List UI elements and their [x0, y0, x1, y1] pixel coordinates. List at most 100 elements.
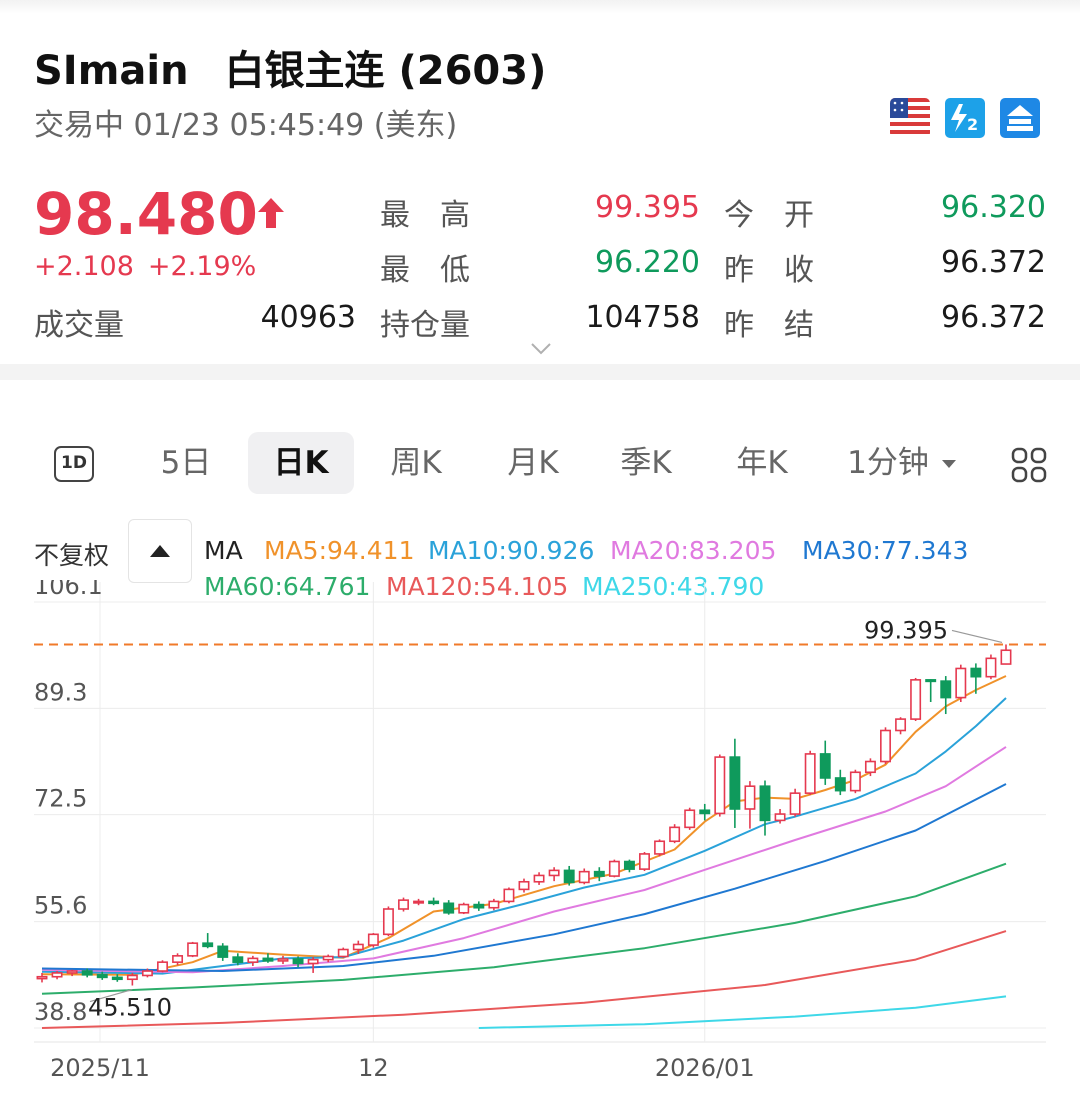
tab-yearly-k[interactable]: 年K — [736, 445, 788, 481]
candle-down — [473, 903, 485, 909]
candle-up — [277, 958, 289, 962]
low-marker-leader — [89, 988, 133, 1003]
candle-down — [834, 777, 846, 792]
candle-up — [322, 955, 334, 961]
tab-1-minute[interactable]: 1分钟 — [847, 445, 929, 481]
candle-up — [985, 657, 997, 678]
ma60-line — [41, 862, 1007, 995]
instrument-name: 白银主连 (2603) — [224, 48, 547, 94]
candle-up — [307, 958, 319, 965]
tab-5-day[interactable]: 5日 — [160, 445, 212, 481]
candle-down — [593, 870, 605, 877]
svg-text:2: 2 — [967, 115, 978, 134]
candle-up — [639, 853, 650, 870]
tab-monthly-k[interactable]: 月K — [507, 445, 559, 481]
us-flag-icon[interactable] — [890, 98, 930, 138]
candle-up — [157, 961, 168, 972]
candle-layer — [36, 644, 1012, 986]
grid-icon[interactable] — [1010, 446, 1048, 484]
candle-up — [518, 880, 530, 891]
candle-down — [217, 945, 229, 958]
candle-up — [337, 948, 349, 958]
adjust-toggle-button[interactable] — [128, 519, 192, 583]
tab-quarterly-k[interactable]: 季K — [620, 445, 672, 481]
volume-value: 40963 — [260, 300, 356, 335]
tab-1d[interactable]: 1D — [54, 446, 94, 482]
low-value: 96.220 — [595, 245, 700, 280]
ma20-line — [41, 746, 1007, 974]
ma120-value: MA120:54.105 — [386, 572, 569, 601]
prev-settle-label: 昨 结 — [724, 308, 814, 343]
candle-up — [548, 869, 560, 877]
ma10-line — [41, 697, 1007, 975]
ma5-line — [41, 675, 1007, 976]
candlestick-chart[interactable]: 106.1 89.3 72.5 55.6 38.8 2025/11 12 2026/01 99.… — [0, 580, 1080, 1090]
tab-weekly-k[interactable]: 周K — [390, 445, 442, 481]
candle-up — [789, 792, 801, 815]
candle-down — [819, 753, 831, 779]
candle-down — [759, 785, 771, 822]
candle-down — [563, 869, 575, 884]
prev-close-value: 96.372 — [941, 245, 1046, 280]
ma-label: MA — [204, 536, 243, 565]
candle-down — [232, 956, 244, 963]
y-tick-label: 72.5 — [34, 785, 87, 813]
candle-up — [141, 970, 153, 977]
candle-down — [699, 809, 711, 815]
candle-up — [247, 957, 259, 963]
change-amount: +2.108 — [34, 251, 134, 282]
candle-up — [774, 813, 786, 822]
candle-up — [187, 942, 199, 957]
candle-up — [578, 870, 590, 884]
ma250-line — [478, 995, 1007, 1029]
open-value: 96.320 — [941, 190, 1046, 225]
trading-status: 交易中 01/23 05:45:49 (美东) — [34, 108, 458, 143]
candle-down — [623, 860, 635, 870]
page-title: SImain 白银主连 (2603) — [34, 38, 546, 96]
level2-icon[interactable]: 2 — [945, 98, 985, 138]
price-change: +2.108 +2.19% — [34, 251, 256, 282]
low-label: 最 低 — [380, 253, 470, 288]
candle-up — [413, 900, 425, 904]
y-tick-label: 38.8 — [34, 998, 87, 1026]
candle-up — [864, 760, 876, 774]
moving-average-layer — [41, 675, 1007, 1029]
candle-up — [744, 785, 756, 810]
candle-down — [729, 756, 741, 810]
candle-up — [608, 860, 620, 877]
low-marker-label: 45.510 — [88, 994, 172, 1022]
high-label: 最 高 — [380, 198, 470, 233]
adjust-mode[interactable]: 不复权 — [34, 541, 110, 570]
candle-up — [804, 753, 816, 794]
candle-up — [895, 718, 907, 732]
x-tick-label: 2026/01 — [655, 1054, 755, 1082]
ma20-value: MA20:83.205 — [610, 536, 777, 565]
prev-settle-value: 96.372 — [941, 300, 1046, 335]
y-tick-label: 55.6 — [34, 892, 87, 920]
candle-up — [126, 974, 138, 981]
caret-down-icon[interactable] — [940, 458, 958, 470]
ma5-value: MA5:94.411 — [264, 536, 415, 565]
candle-up — [503, 888, 515, 903]
candle-down — [96, 974, 108, 979]
candle-down — [940, 680, 952, 699]
volume-label: 成交量 — [34, 308, 124, 343]
tab-daily-k[interactable]: 日K — [248, 432, 354, 494]
candle-up — [367, 933, 379, 946]
candle-up — [533, 874, 545, 883]
high-marker-label: 99.395 — [864, 616, 948, 644]
candle-up — [172, 955, 184, 963]
candle-down — [925, 679, 937, 683]
chevron-down-icon[interactable] — [530, 342, 552, 356]
high-marker-leader — [951, 629, 1003, 644]
ma10-value: MA10:90.926 — [428, 536, 595, 565]
exchange-icon[interactable] — [1000, 98, 1040, 138]
y-tick-label: 106.1 — [34, 580, 103, 600]
ma250-value: MA250:43.790 — [582, 572, 765, 601]
last-price: 98.480 — [34, 180, 258, 248]
candle-down — [970, 667, 982, 678]
section-divider — [0, 364, 1080, 380]
label-layer: 106.1 89.3 72.5 55.6 38.8 2025/11 12 2026/01 99.… — [34, 580, 1003, 1082]
candle-up — [352, 943, 364, 951]
ma30-value: MA30:77.343 — [802, 536, 969, 565]
